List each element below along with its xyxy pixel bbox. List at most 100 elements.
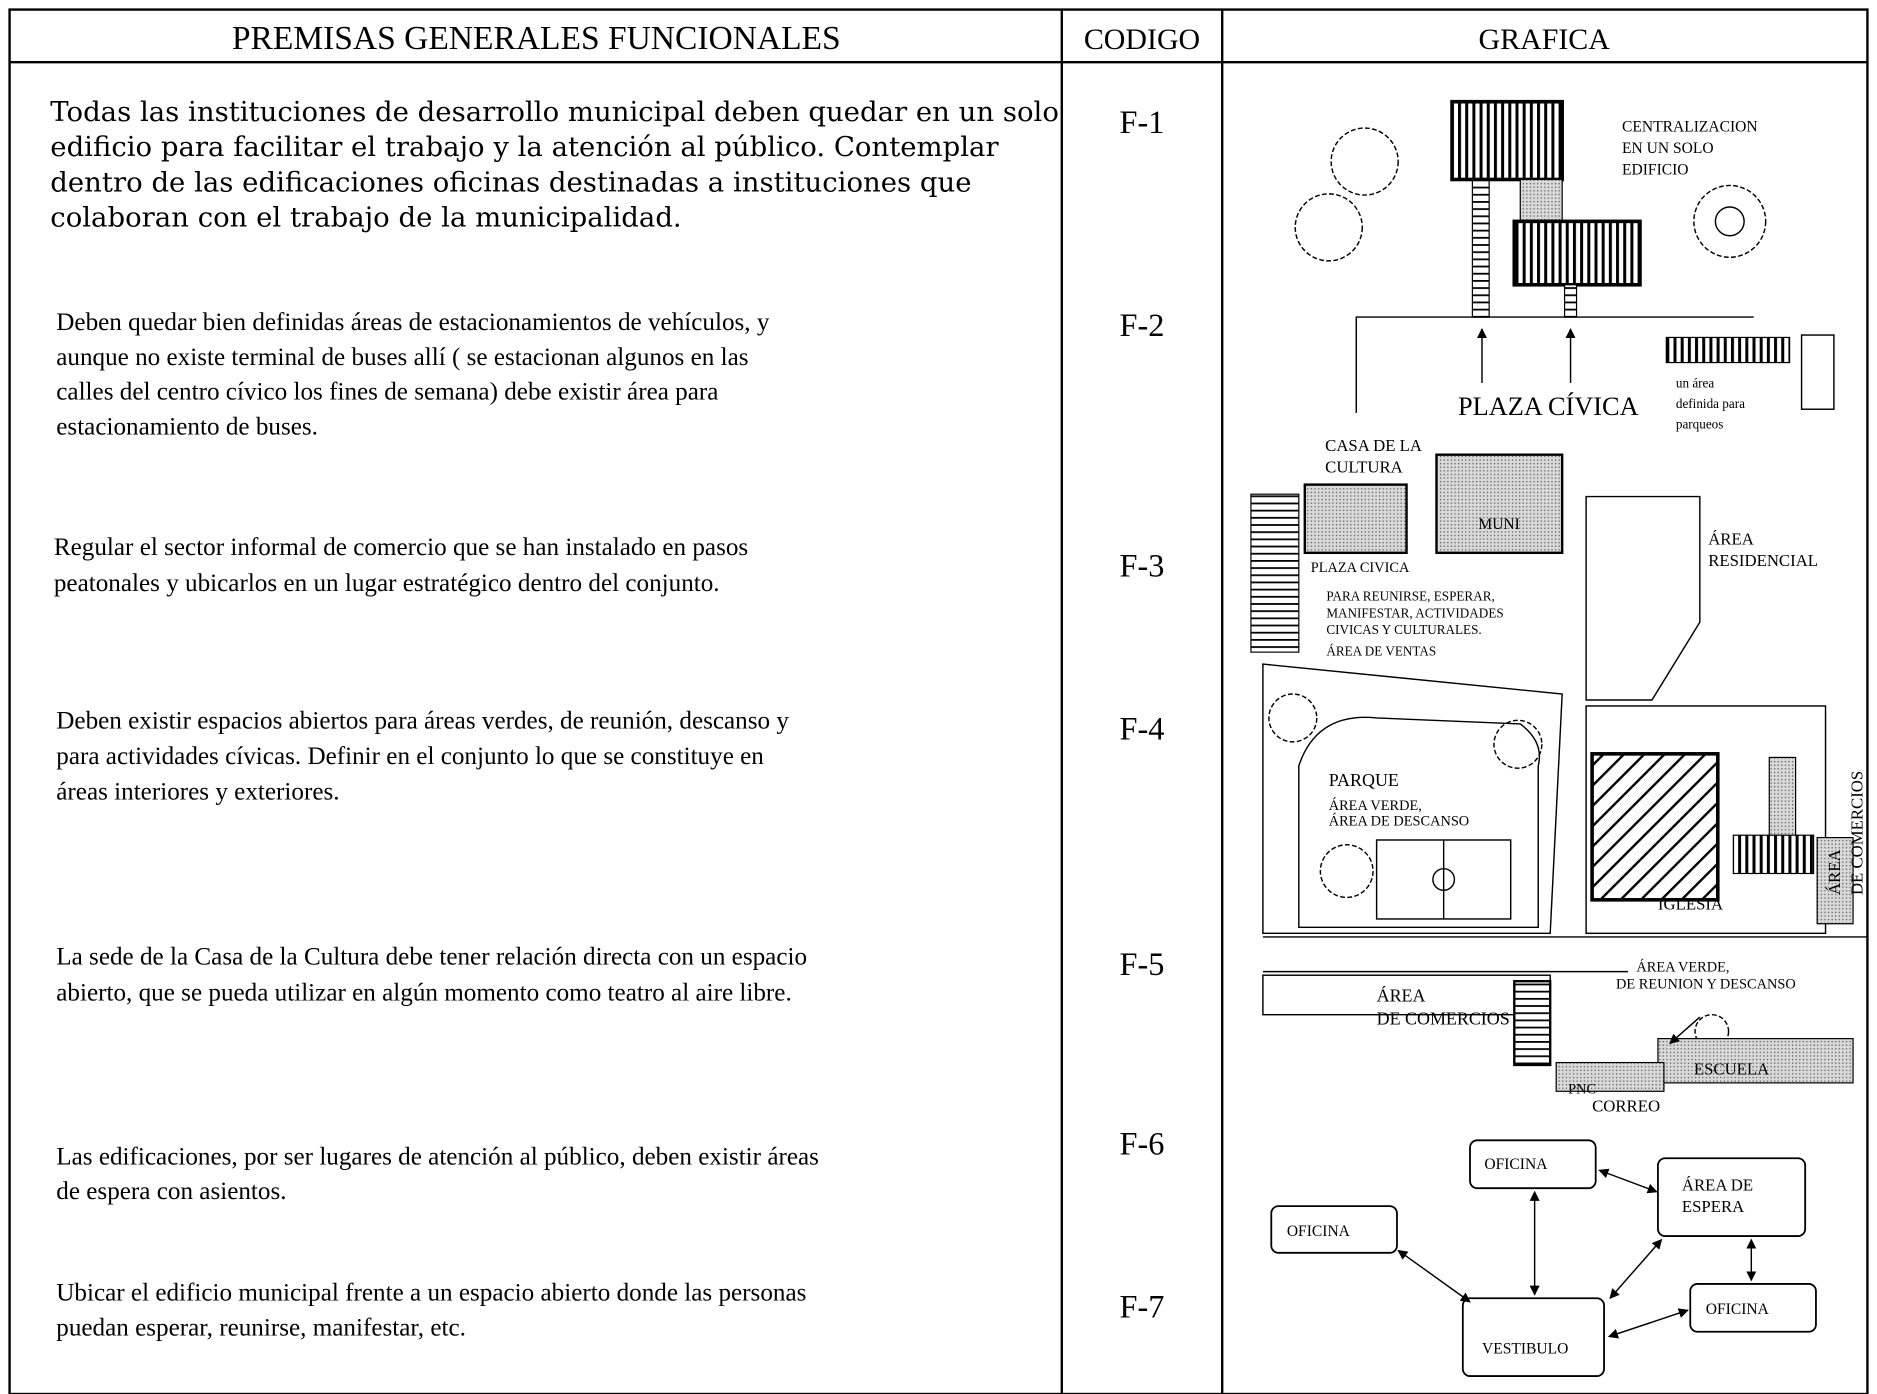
graphic-label: DE COMERCIOS [1848,771,1867,895]
graphic-label: PLAZA CÍVICA [1458,391,1639,421]
node [1270,1205,1398,1254]
parking [1800,334,1835,410]
building [1816,836,1854,925]
premise-text: abierto, que se pueda utilizar en algún … [56,979,791,1006]
graphic-label: CIVICAS Y CULTURALES. [1326,622,1481,637]
graphic-label: ÁREA [1825,849,1844,895]
building [1732,834,1815,875]
graphic-label: MANIFESTAR, ACTIVIDADES [1326,605,1503,620]
graphic-label: CASA DE LA [1325,436,1422,455]
field-circle [1432,867,1456,891]
premise-text: estacionamiento de buses. [56,413,318,440]
column-header: PREMISAS GENERALES FUNCIONALES [232,20,841,57]
graphic-label: ÁREA [1377,985,1426,1006]
graphic-label: ÁREA VERDE, [1636,959,1729,976]
tree [1330,127,1399,196]
graphic-label: ESCUELA [1694,1060,1769,1079]
table-grid [8,8,1869,1394]
tree [1268,693,1318,743]
graphic-label: definida para [1676,396,1745,411]
graphic-label: RESIDENCIAL [1708,551,1818,570]
building [1303,483,1408,555]
premise-text: Deben existir espacios abiertos para áre… [56,708,789,735]
code: F-5 [1120,946,1165,982]
graphic-label: CORREO [1592,1097,1660,1116]
graphic-label: ÁREA [1708,529,1754,548]
premise-text: calles del centro cívico los fines de se… [56,379,718,406]
premise-text: Todas las instituciones de desarrollo mu… [50,96,1059,128]
church-area [1585,705,1827,935]
code: F-4 [1120,710,1165,746]
node [1461,1297,1605,1377]
graphic-label: ÁREA DE [1682,1176,1753,1195]
graphic-label: EN UN SOLO [1622,140,1714,157]
premise-text: peatonales y ubicarlos en un lugar estra… [54,570,720,597]
graphic-label: IGLESIA [1658,894,1723,913]
graphic-label: ESPERA [1682,1197,1744,1216]
graphic-label: DE COMERCIOS [1377,1008,1510,1028]
building [1768,756,1797,839]
building [1450,99,1564,182]
premise-text: áreas interiores y exteriores. [56,778,339,805]
graphic-label: OFICINA [1706,1301,1770,1318]
stairs [1471,178,1490,318]
graphic-label: PARA REUNIRSE, ESPERAR, [1326,589,1494,604]
premise-text: Las edificaciones, por ser lugares de at… [56,1143,819,1170]
node [1689,1283,1817,1333]
graphic [1250,99,1868,1377]
graphic-label: EDIFICIO [1622,162,1689,179]
premise-text: de espera con asientos. [56,1178,286,1205]
park [1262,663,1563,935]
premise-text: colaboran con el trabajo de la municipal… [50,202,681,234]
path [1298,716,1541,929]
arrow [1397,1249,1471,1303]
premise-text: Regular el sector informal de comercio q… [54,534,748,561]
graphic-label: PLAZA CIVICA [1311,560,1410,576]
plaza-outline [1355,316,1754,413]
premise-text: aunque no existe terminal de buses allí … [56,344,748,371]
premise-text: edificio para facilitar el trabajo y la … [50,131,999,163]
premise-text: para actividades cívicas. Definir en el … [56,743,764,770]
building [1555,1061,1665,1092]
building [1519,178,1563,222]
code: F-2 [1120,307,1165,343]
arrow [1607,1308,1689,1339]
graphic-label: OFICINA [1287,1223,1351,1240]
arrow [1598,1168,1658,1194]
premise-text: dentro de las edificaciones oficinas des… [50,166,971,198]
code: F-7 [1120,1288,1165,1324]
texts: PREMISAS GENERALES FUNCIONALES CODIGO GRAF… [50,20,1866,1357]
tree [1693,184,1767,258]
column-header: GRAFICA [1479,23,1611,56]
graphic-label: PNC [1568,1082,1596,1098]
code: F-1 [1120,104,1165,140]
node [1657,1157,1807,1237]
graphic-label: DE REUNION Y DESCANSO [1616,976,1796,992]
graphic-label: PARQUE [1329,770,1399,790]
building [1512,219,1642,287]
tree [1493,719,1543,769]
stairs [1250,493,1300,653]
premise-text: Deben quedar bien definidas áreas de est… [56,309,770,336]
residential-area [1585,495,1701,701]
graphic-label: VESTIBULO [1482,1340,1568,1357]
tree [1319,844,1374,899]
arrows [1397,1168,1757,1339]
node [1469,1139,1597,1190]
graphic-label: parqueos [1676,416,1724,431]
graphic-label: CENTRALIZACION [1622,119,1758,136]
stairs [1513,979,1552,1067]
graphic-label: OFICINA [1484,1156,1548,1173]
premise-text: puedan esperar, reunirse, manifestar, et… [56,1314,466,1341]
premise-text: La sede de la Casa de la Cultura debe te… [56,943,807,970]
school [1657,1038,1854,1084]
building [1435,453,1564,555]
graphic-label: ÁREA DE DESCANSO [1329,813,1469,830]
graphic-label: ÁREA DE VENTAS [1326,644,1436,659]
tree [1714,206,1745,237]
graphic-label: CULTURA [1325,458,1403,477]
premise-text: Ubicar el edificio municipal frente a un… [56,1280,806,1307]
column-header: CODIGO [1084,23,1200,56]
graphic-label: ÁREA VERDE, [1329,797,1422,814]
